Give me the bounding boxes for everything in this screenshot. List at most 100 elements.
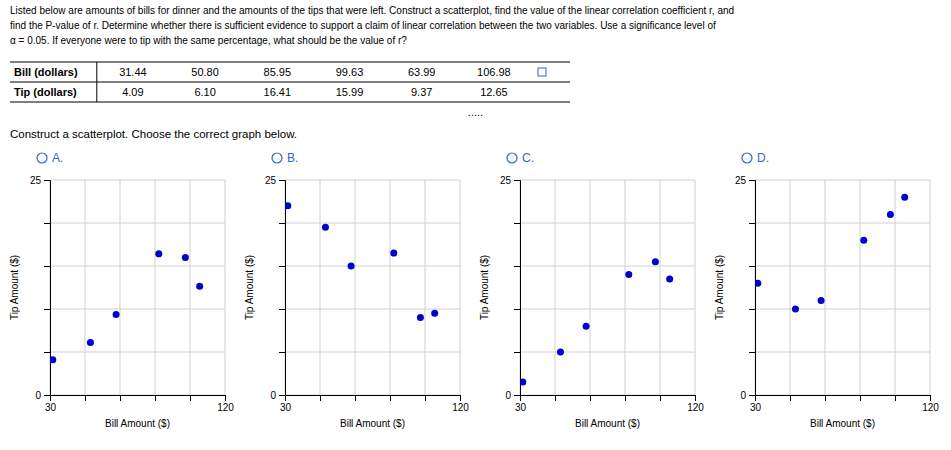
table-cell: 12.65 bbox=[480, 86, 508, 98]
grid-line-y bbox=[50, 223, 225, 224]
tick-mark bbox=[514, 266, 520, 267]
x-axis: 30 120 bbox=[750, 395, 939, 413]
tick-mark bbox=[279, 395, 285, 396]
y-axis-label: Tip Amount ($) bbox=[479, 255, 490, 320]
tick-mark bbox=[590, 395, 591, 401]
tick-mark bbox=[355, 395, 356, 401]
grid-line-y bbox=[50, 352, 225, 353]
tick-label: 120 bbox=[217, 402, 234, 413]
tick bbox=[514, 352, 520, 353]
tick-mark bbox=[279, 309, 285, 310]
tick-mark bbox=[279, 180, 285, 181]
tick-mark bbox=[860, 395, 861, 401]
tick bbox=[555, 395, 556, 401]
panel-title: B. bbox=[287, 151, 298, 165]
tick bbox=[749, 309, 755, 310]
grid-line-y bbox=[520, 266, 695, 267]
table-cell: 9.37 bbox=[411, 86, 432, 98]
panel: B.30120025Bill Amount ($)Tip Amount ($) bbox=[244, 151, 469, 429]
tick-mark bbox=[320, 395, 321, 401]
tick: 120 bbox=[922, 395, 939, 413]
grid-line-x bbox=[225, 180, 226, 395]
point bbox=[901, 194, 908, 201]
tick-mark bbox=[660, 395, 661, 401]
tick-mark bbox=[44, 352, 50, 353]
point bbox=[182, 254, 189, 261]
tick-mark bbox=[749, 266, 755, 267]
grid-line-x bbox=[825, 180, 826, 395]
radio-button[interactable] bbox=[37, 153, 47, 163]
instruction: Construct a scatterplot. Choose the corr… bbox=[10, 128, 297, 140]
tick-mark bbox=[85, 395, 86, 401]
y-axis-label: Tip Amount ($) bbox=[714, 255, 725, 320]
grid bbox=[285, 180, 460, 395]
tick-mark bbox=[749, 395, 755, 396]
grid-line-x bbox=[120, 180, 121, 395]
point bbox=[431, 310, 438, 317]
page: Listed below are amounts of bills for di… bbox=[0, 0, 951, 450]
tick bbox=[155, 395, 156, 401]
grid-line-y bbox=[285, 180, 460, 181]
points bbox=[285, 202, 438, 321]
radio-button[interactable] bbox=[742, 153, 752, 163]
tick-mark bbox=[895, 395, 896, 401]
points bbox=[520, 258, 673, 385]
tick bbox=[425, 395, 426, 401]
tick-label: 120 bbox=[687, 402, 704, 413]
grid-line-y bbox=[520, 223, 695, 224]
tick bbox=[390, 395, 391, 401]
description-line: α = 0.05. If everyone were to tip with t… bbox=[10, 35, 407, 46]
grid-line-y bbox=[755, 180, 930, 181]
x-axis-label: Bill Amount ($) bbox=[340, 418, 405, 429]
point bbox=[583, 323, 590, 330]
y-axis: 025 bbox=[30, 175, 51, 401]
grid bbox=[520, 180, 695, 395]
tick-mark bbox=[279, 352, 285, 353]
tick bbox=[44, 309, 50, 310]
grid-line-x bbox=[625, 180, 626, 395]
tick-label: 120 bbox=[452, 402, 469, 413]
tick-mark bbox=[460, 395, 461, 401]
radio-button[interactable] bbox=[272, 153, 282, 163]
axis-domain bbox=[514, 181, 521, 396]
table-cell: 31.44 bbox=[119, 66, 147, 78]
table-cell: 6.10 bbox=[194, 86, 215, 98]
tick-label: 25 bbox=[735, 175, 747, 186]
point bbox=[417, 314, 424, 321]
tick: 25 bbox=[30, 175, 50, 186]
grid-line-y bbox=[755, 352, 930, 353]
tick-mark bbox=[514, 180, 520, 181]
tick-mark bbox=[749, 352, 755, 353]
axis-domain bbox=[749, 181, 756, 396]
table-row-label: Tip (dollars) bbox=[14, 86, 77, 98]
table-icon[interactable] bbox=[538, 68, 546, 76]
grid bbox=[755, 180, 930, 395]
axis-domain bbox=[279, 181, 286, 396]
tick-label: 25 bbox=[500, 175, 512, 186]
panel-title: D. bbox=[757, 151, 769, 165]
grid-line-x bbox=[555, 180, 556, 395]
points bbox=[50, 250, 203, 363]
point bbox=[196, 283, 203, 290]
axis-domain bbox=[286, 396, 461, 402]
tick-mark bbox=[825, 395, 826, 401]
radio-button[interactable] bbox=[507, 153, 517, 163]
point bbox=[50, 356, 56, 363]
tick-mark bbox=[555, 395, 556, 401]
tick bbox=[790, 395, 791, 401]
grid-line-y bbox=[50, 266, 225, 267]
axis-domain bbox=[51, 396, 226, 402]
tick-mark bbox=[44, 266, 50, 267]
tick-mark bbox=[44, 395, 50, 396]
tick-label: 30 bbox=[750, 402, 762, 413]
points bbox=[755, 194, 908, 313]
tick-mark bbox=[390, 395, 391, 401]
point bbox=[155, 250, 162, 257]
grid-line-x bbox=[660, 180, 661, 395]
tick: 0 bbox=[270, 390, 285, 401]
tick: 120 bbox=[687, 395, 704, 413]
grid-line-x bbox=[320, 180, 321, 395]
tick-mark bbox=[279, 266, 285, 267]
tick-mark bbox=[44, 309, 50, 310]
point bbox=[520, 379, 526, 386]
